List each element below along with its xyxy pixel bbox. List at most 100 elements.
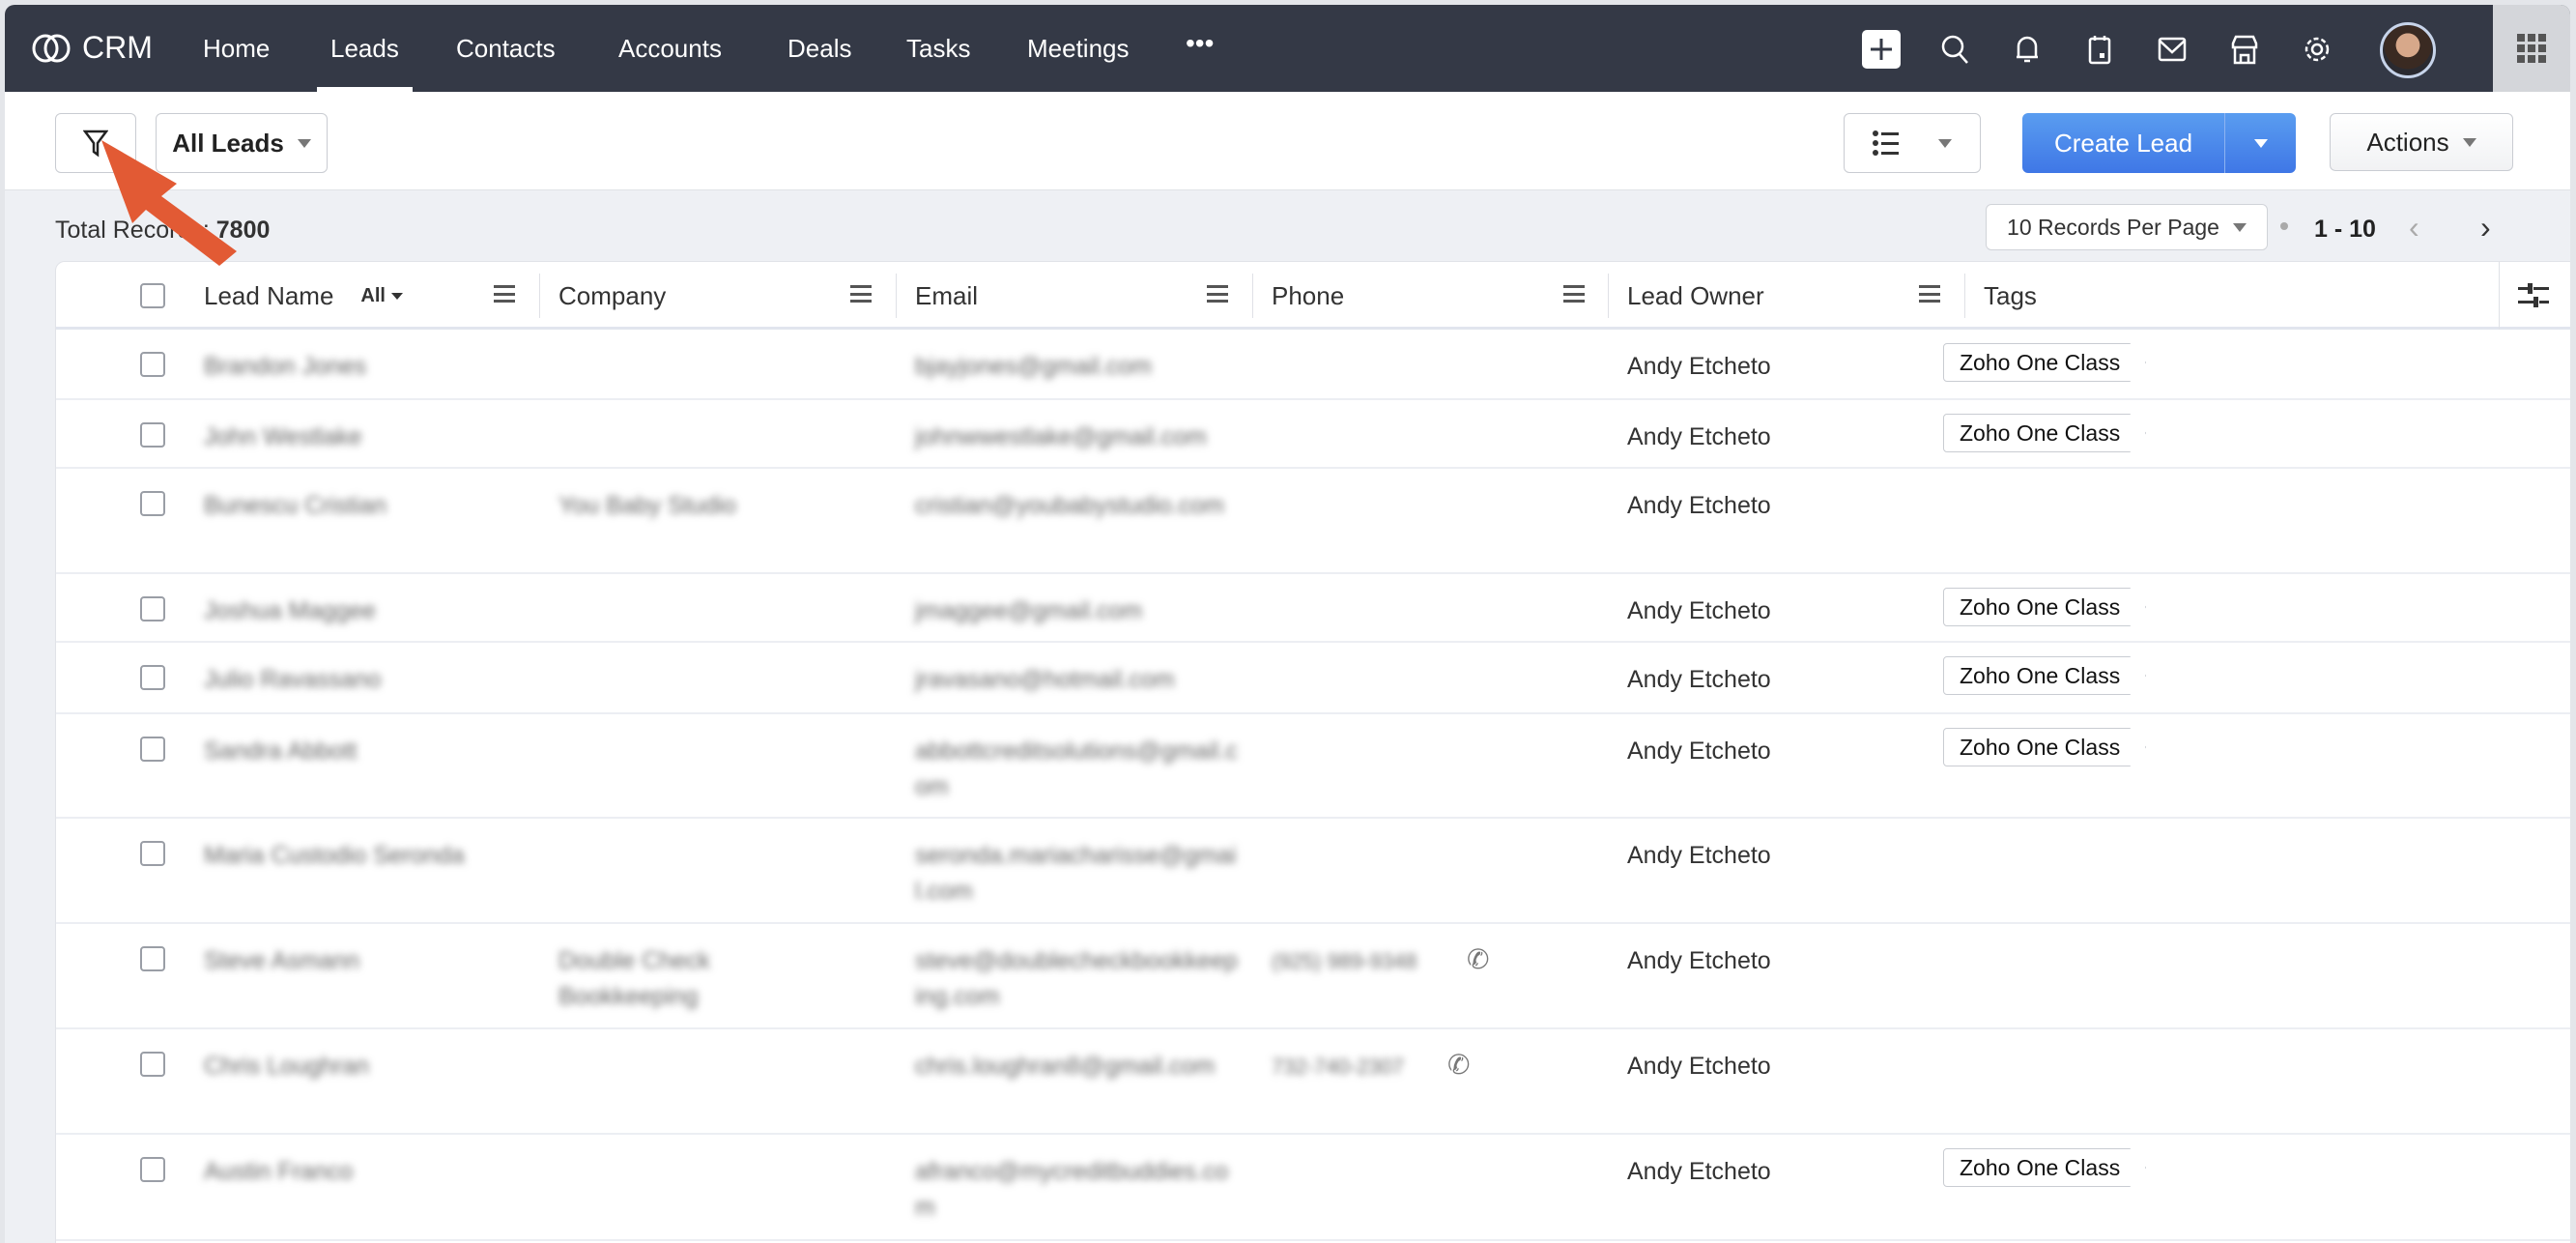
- email[interactable]: seronda.mariacharisse@gmail.com: [915, 842, 1237, 905]
- annotation-arrow: [101, 140, 237, 266]
- lead-owner: Andy Etcheto: [1627, 492, 1771, 519]
- column-menu-icon[interactable]: [1919, 283, 1940, 304]
- phone-call-icon[interactable]: ✆: [1467, 944, 1490, 974]
- column-settings-icon[interactable]: [2518, 281, 2549, 315]
- tag-badge[interactable]: Zoho One Class: [1943, 343, 2147, 382]
- nav-meetings[interactable]: Meetings: [1027, 34, 1130, 63]
- nav-more[interactable]: •••: [1186, 28, 1215, 58]
- create-lead-dropdown[interactable]: [2225, 113, 2296, 173]
- email[interactable]: johnwwestlake@gmail.com: [915, 423, 1207, 450]
- col-email[interactable]: Email: [915, 280, 979, 310]
- email[interactable]: cristian@youbabystudio.com: [915, 492, 1224, 519]
- email[interactable]: chris.loughran8@gmail.com: [915, 1053, 1216, 1080]
- mail-icon[interactable]: [2153, 30, 2191, 69]
- lead-name[interactable]: John Westlake: [204, 423, 362, 450]
- col-phone[interactable]: Phone: [1272, 280, 1345, 310]
- lead-name[interactable]: Joshua Maggee: [204, 597, 376, 624]
- lead-name[interactable]: Maria Custodio Seronda: [204, 842, 465, 869]
- records-per-page-select[interactable]: 10 Records Per Page: [1986, 204, 2268, 250]
- lead-name[interactable]: Austin Franco: [204, 1158, 354, 1185]
- row-checkbox[interactable]: [140, 422, 165, 448]
- column-menu-icon[interactable]: [494, 283, 515, 304]
- table-row[interactable]: Chris Loughran chris.loughran8@gmail.com…: [56, 1029, 2570, 1135]
- crm-logo[interactable]: CRM: [30, 30, 153, 66]
- row-checkbox[interactable]: [140, 491, 165, 516]
- row-checkbox[interactable]: [140, 352, 165, 377]
- lead-name[interactable]: Steve Asmann: [204, 947, 360, 974]
- email[interactable]: bjayjones@gmail.com: [915, 353, 1152, 380]
- lead-name[interactable]: Bunescu Cristian: [204, 492, 386, 519]
- table-row[interactable]: Austin Franco afranco@mycreditbuddies.co…: [56, 1135, 2570, 1241]
- lead-owner: Andy Etcheto: [1627, 737, 1771, 765]
- lead-name[interactable]: Julio Ravassano: [204, 666, 382, 693]
- tag-badge[interactable]: Zoho One Class: [1943, 1148, 2147, 1187]
- table-row[interactable]: Joshua Maggee jmaggee@gmail.com Andy Etch…: [56, 574, 2570, 643]
- nav-leads[interactable]: Leads: [317, 34, 413, 92]
- column-menu-icon[interactable]: [1563, 283, 1585, 304]
- plus-icon[interactable]: [1862, 30, 1901, 69]
- nav-contacts[interactable]: Contacts: [456, 34, 556, 63]
- lead-name[interactable]: Chris Loughran: [204, 1053, 369, 1080]
- phone[interactable]: 732-740-2307: [1272, 1055, 1405, 1079]
- marketplace-icon[interactable]: [2225, 30, 2264, 69]
- row-checkbox[interactable]: [140, 737, 165, 762]
- lead-owner: Andy Etcheto: [1627, 423, 1771, 450]
- gear-icon[interactable]: [2298, 30, 2336, 69]
- view-selector[interactable]: All Leads: [156, 113, 328, 173]
- table-row[interactable]: Sandra Abbott abbottcreditsolutions@gmai…: [56, 714, 2570, 819]
- row-checkbox[interactable]: [140, 946, 165, 971]
- next-page-icon[interactable]: ›: [2480, 210, 2491, 245]
- lead-owner: Andy Etcheto: [1627, 842, 1771, 869]
- nav-tasks[interactable]: Tasks: [906, 34, 971, 63]
- table-row[interactable]: John Westlake johnwwestlake@gmail.com And…: [56, 400, 2570, 469]
- apps-grid-icon[interactable]: [2493, 5, 2570, 92]
- nav-deals[interactable]: Deals: [787, 34, 852, 63]
- lead-owner: Andy Etcheto: [1627, 1158, 1771, 1185]
- col-tags[interactable]: Tags: [1984, 280, 2037, 310]
- nav-accounts[interactable]: Accounts: [618, 34, 722, 63]
- email[interactable]: steve@doublecheckbookkeeping.com: [915, 947, 1238, 1010]
- prev-page-icon[interactable]: ‹: [2409, 210, 2419, 245]
- actions-button[interactable]: Actions: [2330, 113, 2513, 171]
- actions-label: Actions: [2366, 127, 2449, 157]
- lead-name[interactable]: Sandra Abbott: [204, 737, 358, 765]
- phone-call-icon[interactable]: ✆: [1447, 1050, 1471, 1080]
- tag-badge[interactable]: Zoho One Class: [1943, 588, 2147, 626]
- table-row[interactable]: Brandon Jones bjayjones@gmail.com Andy Et…: [56, 330, 2570, 400]
- nav-home[interactable]: Home: [203, 34, 271, 63]
- row-checkbox[interactable]: [140, 1052, 165, 1077]
- row-checkbox[interactable]: [140, 1157, 165, 1182]
- column-menu-icon[interactable]: [850, 283, 872, 304]
- create-lead-label[interactable]: Create Lead: [2022, 113, 2225, 173]
- table-row[interactable]: Maria Custodio Seronda seronda.mariachar…: [56, 819, 2570, 924]
- email[interactable]: afranco@mycreditbuddies.com: [915, 1158, 1229, 1221]
- tag-badge[interactable]: Zoho One Class: [1943, 728, 2147, 766]
- col-lead-owner[interactable]: Lead Owner: [1627, 280, 1764, 310]
- row-checkbox[interactable]: [140, 596, 165, 622]
- lead-name-filter[interactable]: All: [360, 284, 386, 306]
- search-icon[interactable]: [1935, 30, 1974, 69]
- row-checkbox[interactable]: [140, 841, 165, 866]
- select-all-checkbox[interactable]: [140, 283, 165, 308]
- tag-badge[interactable]: Zoho One Class: [1943, 414, 2147, 452]
- tag-badge[interactable]: Zoho One Class: [1943, 656, 2147, 695]
- calendar-icon[interactable]: [2080, 30, 2119, 69]
- bell-icon[interactable]: [2008, 30, 2046, 69]
- create-lead-button[interactable]: Create Lead: [2022, 113, 2296, 173]
- list-view-toggle[interactable]: [1844, 113, 1981, 173]
- table-row[interactable]: Julio Ravassano jravasano@hotmail.com And…: [56, 643, 2570, 714]
- table-row[interactable]: Bunescu Cristian You Baby Studio cristia…: [56, 469, 2570, 574]
- avatar[interactable]: [2380, 22, 2436, 78]
- email[interactable]: jravasano@hotmail.com: [915, 666, 1175, 693]
- column-menu-icon[interactable]: [1207, 283, 1228, 304]
- phone[interactable]: (925) 989-9348: [1272, 949, 1417, 973]
- col-lead-name[interactable]: Lead Name All: [204, 262, 403, 330]
- table-row[interactable]: Steve Asmann Double Check Bookkeeping st…: [56, 924, 2570, 1029]
- lead-name[interactable]: Brandon Jones: [204, 353, 367, 380]
- zoho-logo-icon: [32, 34, 71, 62]
- row-checkbox[interactable]: [140, 665, 165, 690]
- email[interactable]: abbottcreditsolutions@gmail.com: [915, 737, 1238, 800]
- col-company[interactable]: Company: [558, 280, 667, 310]
- list-icon: [1873, 130, 1899, 156]
- email[interactable]: jmaggee@gmail.com: [915, 597, 1143, 624]
